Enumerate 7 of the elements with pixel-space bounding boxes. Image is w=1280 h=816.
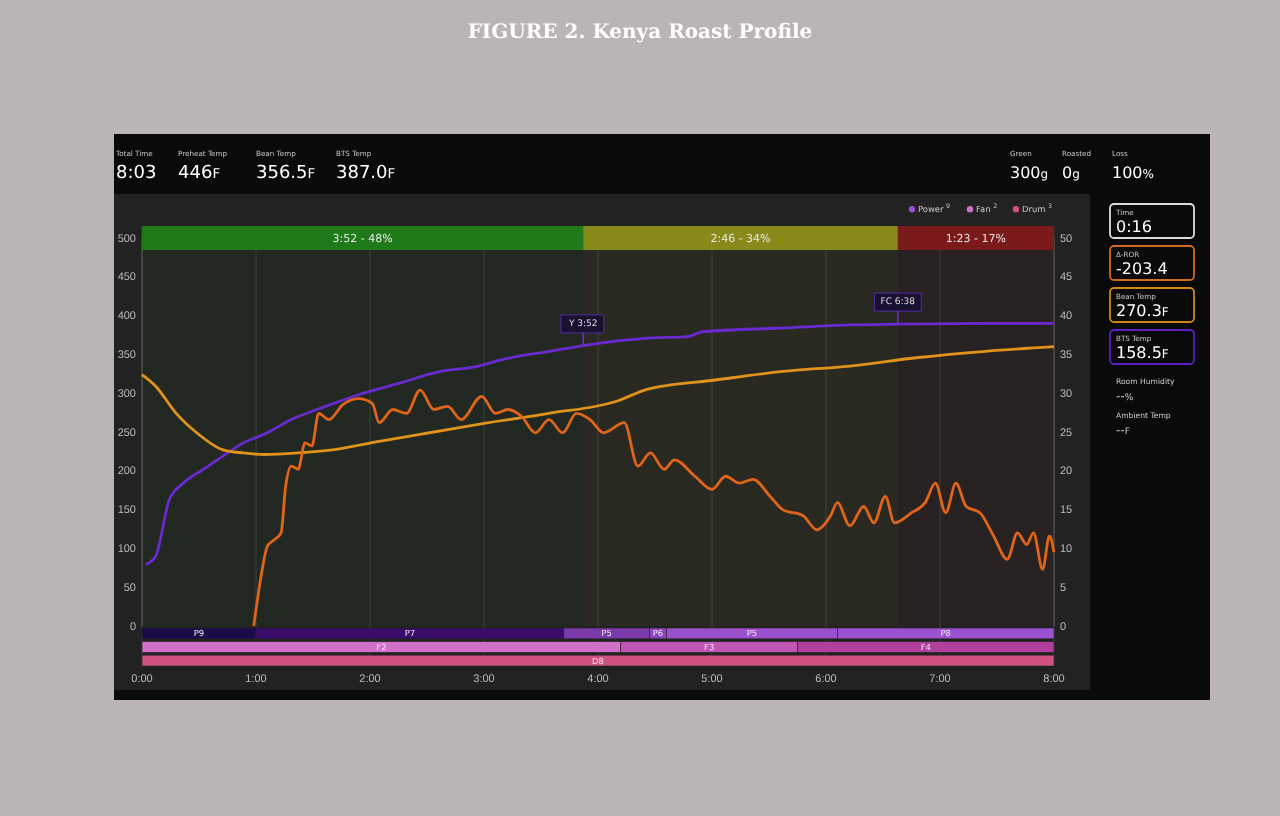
- line-series: [144, 321, 1056, 567]
- line-series: [140, 345, 1056, 456]
- chart-title: FIGURE 2. Kenya Roast Profile: [467, 22, 813, 44]
- text: 8:03: [116, 164, 157, 184]
- line-series: [252, 388, 1056, 628]
- text: 0:16: [1116, 218, 1152, 236]
- text: -203.4: [1116, 260, 1168, 278]
